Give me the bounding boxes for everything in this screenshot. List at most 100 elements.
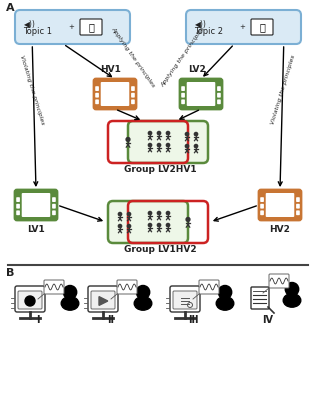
FancyBboxPatch shape bbox=[95, 93, 99, 98]
Polygon shape bbox=[192, 85, 210, 103]
Circle shape bbox=[194, 144, 198, 148]
FancyBboxPatch shape bbox=[94, 79, 136, 109]
Text: HV1: HV1 bbox=[100, 65, 121, 74]
FancyBboxPatch shape bbox=[128, 121, 208, 163]
Circle shape bbox=[285, 282, 299, 296]
FancyBboxPatch shape bbox=[52, 210, 56, 215]
Circle shape bbox=[157, 224, 161, 227]
Text: Topic 1: Topic 1 bbox=[23, 28, 52, 36]
Circle shape bbox=[166, 212, 170, 215]
Text: Applying the principles: Applying the principles bbox=[160, 26, 206, 88]
FancyBboxPatch shape bbox=[251, 19, 273, 35]
FancyBboxPatch shape bbox=[16, 197, 20, 202]
Circle shape bbox=[157, 212, 161, 215]
FancyBboxPatch shape bbox=[16, 204, 20, 209]
Circle shape bbox=[218, 286, 232, 299]
FancyBboxPatch shape bbox=[181, 86, 185, 91]
FancyBboxPatch shape bbox=[95, 99, 99, 104]
FancyBboxPatch shape bbox=[80, 19, 102, 35]
Circle shape bbox=[157, 144, 161, 147]
Text: B: B bbox=[6, 268, 14, 278]
FancyBboxPatch shape bbox=[88, 286, 118, 312]
Ellipse shape bbox=[134, 297, 152, 310]
FancyBboxPatch shape bbox=[296, 197, 300, 202]
Circle shape bbox=[157, 132, 161, 135]
Text: +: + bbox=[239, 24, 245, 30]
FancyBboxPatch shape bbox=[15, 190, 57, 220]
Circle shape bbox=[148, 132, 152, 135]
FancyBboxPatch shape bbox=[91, 291, 115, 309]
FancyBboxPatch shape bbox=[15, 10, 130, 44]
Circle shape bbox=[118, 224, 122, 228]
FancyBboxPatch shape bbox=[251, 287, 269, 309]
Text: HV2: HV2 bbox=[270, 225, 290, 234]
FancyBboxPatch shape bbox=[269, 274, 289, 288]
Text: +: + bbox=[68, 24, 74, 30]
Text: II: II bbox=[107, 315, 114, 325]
FancyBboxPatch shape bbox=[15, 286, 45, 312]
Circle shape bbox=[186, 218, 190, 221]
Text: III: III bbox=[188, 315, 198, 325]
Circle shape bbox=[127, 212, 131, 216]
FancyBboxPatch shape bbox=[181, 93, 185, 98]
Text: I: I bbox=[36, 315, 40, 325]
FancyBboxPatch shape bbox=[95, 86, 99, 91]
Circle shape bbox=[148, 224, 152, 227]
Polygon shape bbox=[99, 297, 108, 306]
Ellipse shape bbox=[216, 297, 234, 310]
FancyBboxPatch shape bbox=[44, 280, 64, 294]
Circle shape bbox=[126, 138, 130, 141]
Text: ◀)): ◀)) bbox=[195, 20, 207, 28]
FancyBboxPatch shape bbox=[199, 280, 219, 294]
Circle shape bbox=[166, 224, 170, 227]
Circle shape bbox=[166, 132, 170, 135]
Circle shape bbox=[185, 132, 189, 136]
FancyBboxPatch shape bbox=[117, 280, 137, 294]
Text: Topic 2: Topic 2 bbox=[194, 28, 223, 36]
Text: IV: IV bbox=[263, 315, 274, 325]
FancyBboxPatch shape bbox=[170, 286, 200, 312]
FancyBboxPatch shape bbox=[260, 197, 264, 202]
Circle shape bbox=[118, 212, 122, 216]
Text: Violating the principles: Violating the principles bbox=[19, 55, 45, 125]
FancyBboxPatch shape bbox=[101, 82, 129, 106]
FancyBboxPatch shape bbox=[131, 99, 135, 104]
Text: LV1: LV1 bbox=[27, 225, 45, 234]
FancyBboxPatch shape bbox=[259, 190, 301, 220]
Circle shape bbox=[194, 132, 198, 136]
Circle shape bbox=[166, 144, 170, 147]
Circle shape bbox=[63, 286, 77, 299]
Ellipse shape bbox=[283, 294, 301, 307]
Circle shape bbox=[148, 212, 152, 215]
FancyBboxPatch shape bbox=[108, 201, 188, 243]
Polygon shape bbox=[271, 196, 289, 214]
Text: 🖼: 🖼 bbox=[259, 22, 265, 32]
Circle shape bbox=[185, 144, 189, 148]
FancyBboxPatch shape bbox=[181, 99, 185, 104]
FancyBboxPatch shape bbox=[131, 86, 135, 91]
Text: Violating the principles: Violating the principles bbox=[270, 55, 296, 125]
FancyBboxPatch shape bbox=[173, 291, 197, 309]
Polygon shape bbox=[106, 85, 124, 103]
FancyBboxPatch shape bbox=[131, 93, 135, 98]
Ellipse shape bbox=[61, 297, 79, 310]
Text: Group LV1HV2: Group LV1HV2 bbox=[124, 245, 196, 254]
FancyBboxPatch shape bbox=[22, 193, 50, 217]
FancyBboxPatch shape bbox=[16, 210, 20, 215]
FancyBboxPatch shape bbox=[52, 197, 56, 202]
FancyBboxPatch shape bbox=[217, 99, 221, 104]
FancyBboxPatch shape bbox=[52, 204, 56, 209]
Text: LV2: LV2 bbox=[188, 65, 206, 74]
FancyBboxPatch shape bbox=[260, 204, 264, 209]
Text: 🖼: 🖼 bbox=[88, 22, 94, 32]
Circle shape bbox=[127, 224, 131, 228]
FancyBboxPatch shape bbox=[296, 210, 300, 215]
Circle shape bbox=[148, 144, 152, 147]
FancyBboxPatch shape bbox=[180, 79, 222, 109]
Text: Applying the principles: Applying the principles bbox=[110, 26, 156, 88]
Circle shape bbox=[25, 296, 35, 306]
FancyBboxPatch shape bbox=[187, 82, 215, 106]
FancyBboxPatch shape bbox=[217, 93, 221, 98]
FancyBboxPatch shape bbox=[217, 86, 221, 91]
Polygon shape bbox=[27, 196, 45, 214]
